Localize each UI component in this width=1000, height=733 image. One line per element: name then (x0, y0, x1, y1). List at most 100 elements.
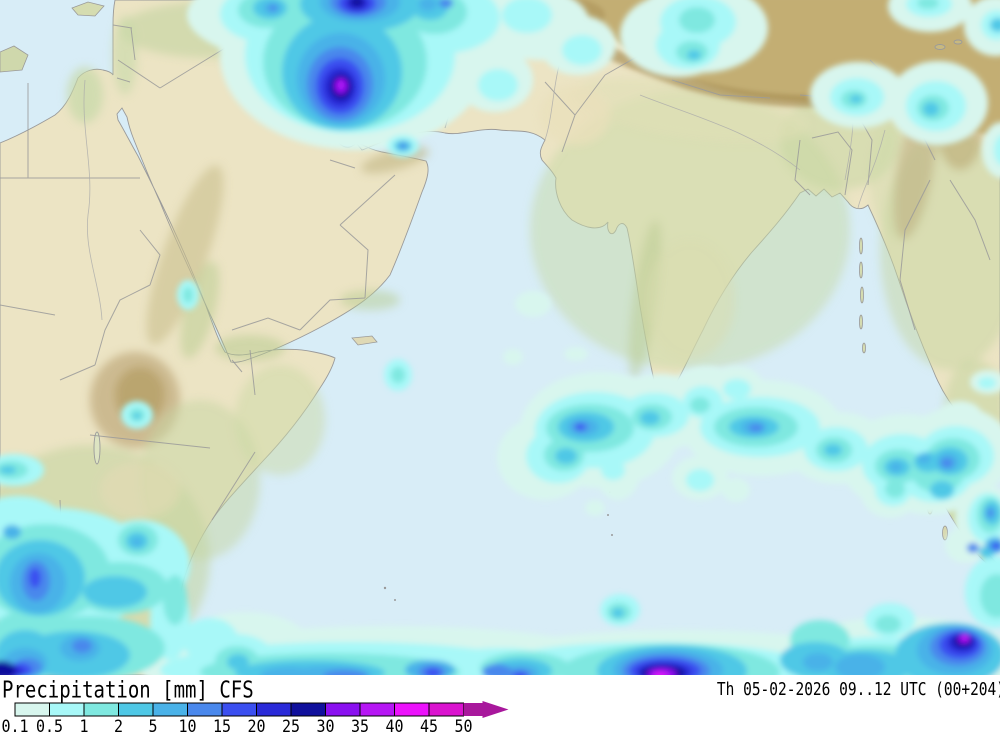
colorbar-segment (14, 702, 50, 717)
precip-cell (980, 574, 1000, 618)
colorbar-segment (325, 702, 361, 717)
precip-cell (923, 102, 939, 116)
colorbar-segment (394, 702, 430, 717)
legend-tick-label: 10 (178, 716, 197, 733)
precip-cell (967, 543, 979, 553)
precip-cell (941, 458, 953, 468)
legend-tick-label: 35 (350, 716, 370, 733)
precip-cell (555, 448, 577, 464)
island-cyprus (71, 1, 105, 17)
precip-cell (654, 673, 666, 675)
legend-bar: Precipitation [mm] CFS Th 05-02-2026 09.… (0, 675, 1000, 733)
colorbar-segment (221, 702, 257, 717)
map-canvas (0, 0, 1000, 675)
precip-cell (29, 568, 41, 588)
lake-turkana (93, 431, 101, 465)
precip-cell (350, 0, 364, 7)
precip-cell (439, 0, 453, 8)
precip-cell (0, 661, 16, 675)
map-svg (0, 0, 1000, 675)
legend-tick-label: 2 (113, 716, 124, 733)
precip-cell (503, 349, 523, 365)
precip-cell (83, 576, 147, 608)
legend-colorbar (14, 701, 509, 718)
precip-cell (824, 444, 842, 456)
legend-tick-label: 40 (385, 716, 404, 733)
legend-tick-label: 15 (212, 716, 232, 733)
precip-cell (601, 460, 625, 480)
legend-tick-label: 20 (247, 716, 266, 733)
precip-cell (478, 69, 518, 101)
colorbar-segment (290, 702, 326, 717)
precip-cell (930, 481, 954, 499)
legend-tick-label: 0.1 (1, 716, 29, 733)
precip-cell (890, 462, 902, 472)
colorbar-segment (118, 702, 154, 717)
precip-cell (132, 538, 142, 546)
precip-cell (850, 95, 862, 103)
precip-cell (323, 670, 367, 675)
terrain-tints (0, 2, 1000, 675)
legend-tick-label: 50 (454, 716, 473, 733)
precip-cell (513, 672, 527, 675)
precip-cell (562, 35, 602, 65)
precip-cell (917, 454, 931, 464)
legend-tick-label: 0.5 (35, 716, 64, 733)
legend-tick-label: 30 (316, 716, 335, 733)
precip-cell (482, 664, 512, 675)
precip-cell (982, 122, 1000, 178)
precip-cell (963, 635, 967, 639)
precip-cell (687, 50, 701, 60)
precip-cell (723, 379, 751, 399)
precip-cell (269, 5, 277, 11)
precip-cell (502, 0, 552, 33)
legend-tick-label: 1 (79, 716, 89, 733)
precip-cell (978, 377, 996, 389)
precip-cell (227, 654, 249, 670)
precip-cell (885, 480, 905, 498)
precip-cell (612, 608, 624, 618)
colorbar-segment (83, 702, 119, 717)
precip-cell (835, 654, 885, 675)
precip-cell (391, 367, 405, 383)
colorbar-segment (152, 702, 188, 717)
colorbar-segment (49, 702, 85, 717)
precip-cell (640, 411, 660, 425)
precip-cell (585, 500, 605, 516)
precip-cell (722, 478, 750, 502)
colorbar-segment (359, 702, 395, 717)
precip-cell (260, 667, 320, 675)
andaman-islands (859, 237, 863, 255)
precip-cell (3, 525, 21, 539)
precip-cell (875, 615, 901, 633)
precip-cell (991, 542, 1000, 550)
legend-tick-label: 45 (419, 716, 439, 733)
legend-title: Precipitation [mm] CFS (2, 677, 254, 704)
colorbar-segment (256, 702, 292, 717)
precip-cell (917, 0, 939, 9)
precip-cell (163, 575, 187, 625)
island-socotra (351, 335, 378, 346)
precip-cell (419, 0, 437, 11)
precip-overlay (0, 0, 1000, 675)
forecast-datetime: Th 05-02-2026 09..12 UTC (00+204) (716, 680, 1000, 700)
precip-cell (690, 397, 710, 413)
precip-cell (686, 469, 714, 491)
precip-cell (564, 347, 588, 361)
precip-cell (72, 639, 92, 653)
precip-cell (749, 424, 763, 432)
precip-cell (399, 143, 407, 149)
precip-cell (425, 668, 441, 675)
precip-cell (988, 509, 994, 517)
legend-tick-label: 25 (281, 716, 301, 733)
precip-cell (0, 466, 16, 474)
colorbar-segment (428, 702, 464, 717)
precip-cell (337, 80, 345, 90)
colorbar-segment (187, 702, 223, 717)
precip-cell (938, 401, 982, 429)
colorbar-overflow-arrow (463, 701, 509, 718)
precip-cell (133, 413, 141, 419)
precip-cell (803, 653, 833, 671)
precip-cell (994, 135, 1000, 165)
